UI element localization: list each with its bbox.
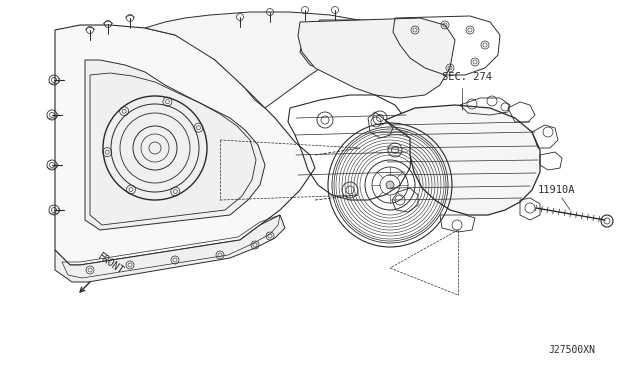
Polygon shape: [55, 25, 315, 265]
Text: 11910A: 11910A: [538, 185, 575, 195]
Circle shape: [386, 181, 394, 189]
Polygon shape: [85, 60, 265, 230]
Polygon shape: [298, 18, 455, 98]
Text: J27500XN: J27500XN: [548, 345, 595, 355]
Polygon shape: [55, 215, 285, 282]
Polygon shape: [385, 105, 540, 215]
Text: FRONT: FRONT: [96, 251, 126, 276]
Text: SEC. 274: SEC. 274: [442, 72, 492, 82]
Polygon shape: [145, 12, 385, 108]
